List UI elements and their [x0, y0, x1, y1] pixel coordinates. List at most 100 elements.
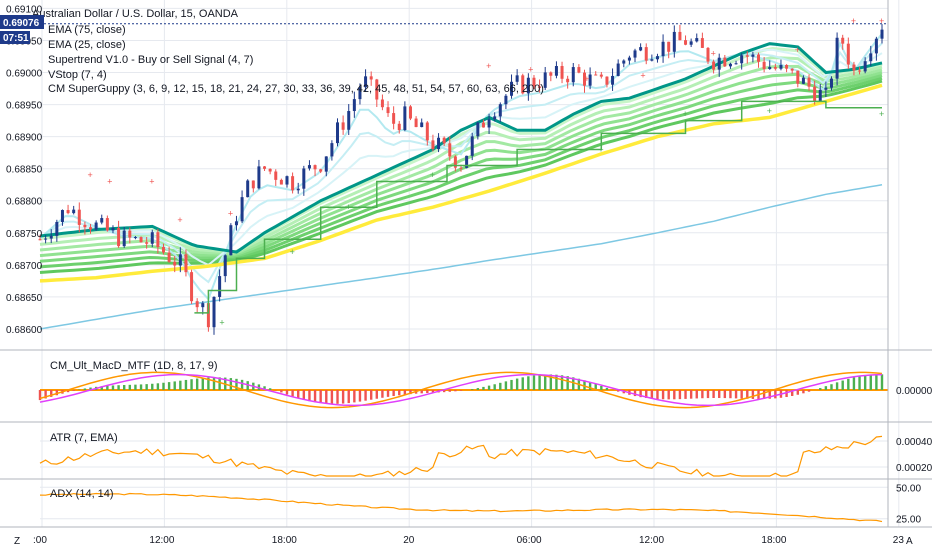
candle-body — [313, 165, 317, 170]
macd-histogram-bar — [235, 378, 238, 390]
candle-body — [796, 70, 800, 84]
candle-body — [369, 76, 373, 80]
candle-body — [117, 227, 121, 247]
supertrend-sell-marker: + — [177, 215, 182, 225]
macd-histogram-bar — [369, 390, 373, 400]
macd-histogram-bar — [633, 390, 637, 397]
candle-body — [133, 237, 137, 239]
macd-histogram-bar — [734, 390, 738, 399]
auto-scale-button[interactable]: A — [906, 536, 913, 547]
macd-histogram-bar — [325, 390, 328, 404]
candle-body — [145, 242, 149, 244]
macd-histogram-bar — [790, 390, 794, 396]
candle-body — [324, 156, 328, 172]
macd-histogram-bar — [386, 390, 390, 397]
candlesticks — [38, 24, 884, 335]
supertrend-buy-marker: + — [767, 106, 772, 116]
candle-body — [515, 75, 519, 82]
series-line-ema75 — [39, 83, 883, 283]
candle-body — [689, 41, 693, 45]
candle-body — [139, 237, 143, 243]
candle-body — [655, 56, 659, 60]
candle-body — [734, 63, 738, 65]
candle-body — [874, 38, 878, 54]
scale-auto-toggle[interactable]: Z — [14, 536, 20, 547]
macd-histogram-bar — [426, 390, 429, 394]
macd-histogram-bar — [762, 390, 766, 399]
candle-body — [639, 47, 643, 51]
macd-histogram-bar — [263, 386, 266, 390]
candle-body — [768, 66, 772, 70]
candle-body — [167, 252, 171, 262]
candle-body — [100, 218, 104, 223]
y-tick-label: 0.68900 — [6, 133, 43, 144]
candle-body — [504, 95, 508, 105]
supertrend-buy-marker: + — [598, 144, 603, 154]
supertrend-buy-marker: + — [430, 170, 435, 180]
macd-histogram-bar — [459, 390, 463, 391]
candle-body — [352, 99, 356, 112]
atr-line — [39, 435, 883, 477]
candle-body — [380, 99, 384, 108]
macd-histogram-bar — [858, 376, 861, 390]
candle-body — [605, 76, 609, 85]
macd-histogram-bar — [330, 390, 334, 404]
candle-body — [448, 143, 452, 157]
candle-body — [190, 272, 194, 302]
macd-histogram-bar — [319, 390, 322, 404]
macd-histogram-bar — [594, 384, 597, 390]
candle-body — [420, 122, 424, 128]
candle-body — [554, 66, 558, 76]
candle-body — [408, 106, 412, 119]
macd-histogram-bar — [701, 390, 704, 399]
last-price-text: 0.69076 — [3, 18, 40, 29]
candle-body — [386, 107, 390, 114]
macd-histogram-bar — [471, 389, 474, 390]
macd-histogram-bar — [751, 390, 755, 399]
macd-histogram-bar — [89, 387, 92, 390]
macd-histogram-bar — [684, 390, 687, 399]
candle-body — [818, 89, 822, 102]
candle-body — [122, 230, 126, 247]
supertrend-buy-marker: + — [879, 109, 884, 119]
candle-body — [807, 77, 811, 87]
macd-histogram-bar — [156, 383, 160, 390]
candle-body — [790, 68, 794, 71]
candle-body — [307, 165, 311, 169]
macd-histogram-bar — [510, 379, 513, 390]
macd-histogram-bar — [123, 385, 126, 390]
candle-body — [599, 74, 603, 77]
supertrend-sell-marker: + — [149, 177, 154, 187]
candle-body — [392, 113, 396, 124]
supertrend-buy-marker: + — [683, 109, 688, 119]
macd-histogram-bar — [268, 388, 272, 390]
supertrend-sell-marker: + — [795, 45, 800, 55]
legend-ema75: EMA (75, close) — [48, 24, 126, 36]
candle-body — [66, 210, 70, 214]
y-tick-label: 0.68850 — [6, 165, 43, 176]
macd-histogram-bar — [869, 374, 872, 390]
candle-body — [594, 74, 598, 76]
macd-histogram-bar — [656, 390, 659, 400]
macd-histogram-bar — [167, 382, 171, 390]
candle-body — [49, 235, 53, 239]
candle-body — [128, 230, 132, 238]
macd-histogram-bar — [824, 386, 828, 390]
candle-body — [723, 57, 727, 67]
candle-body — [347, 111, 351, 130]
supertrend-sell-marker: + — [228, 209, 233, 219]
macd-histogram-bar — [678, 390, 682, 400]
macd-histogram-bar — [285, 390, 289, 395]
candle-body — [841, 37, 845, 44]
macd-histogram-bar — [504, 381, 508, 390]
candle-body — [319, 169, 323, 172]
macd-histogram-bar — [145, 384, 148, 390]
macd-histogram-bar — [297, 390, 300, 399]
y-tick-label: 0.68800 — [6, 197, 43, 208]
macd-histogram-bar — [55, 390, 59, 396]
macd-histogram-bar — [117, 385, 120, 390]
supertrend-sell-marker: + — [851, 16, 856, 26]
candle-body — [240, 197, 244, 222]
adx-y-tick: 50.00 — [896, 483, 921, 494]
macd-histogram-bar — [661, 390, 665, 400]
